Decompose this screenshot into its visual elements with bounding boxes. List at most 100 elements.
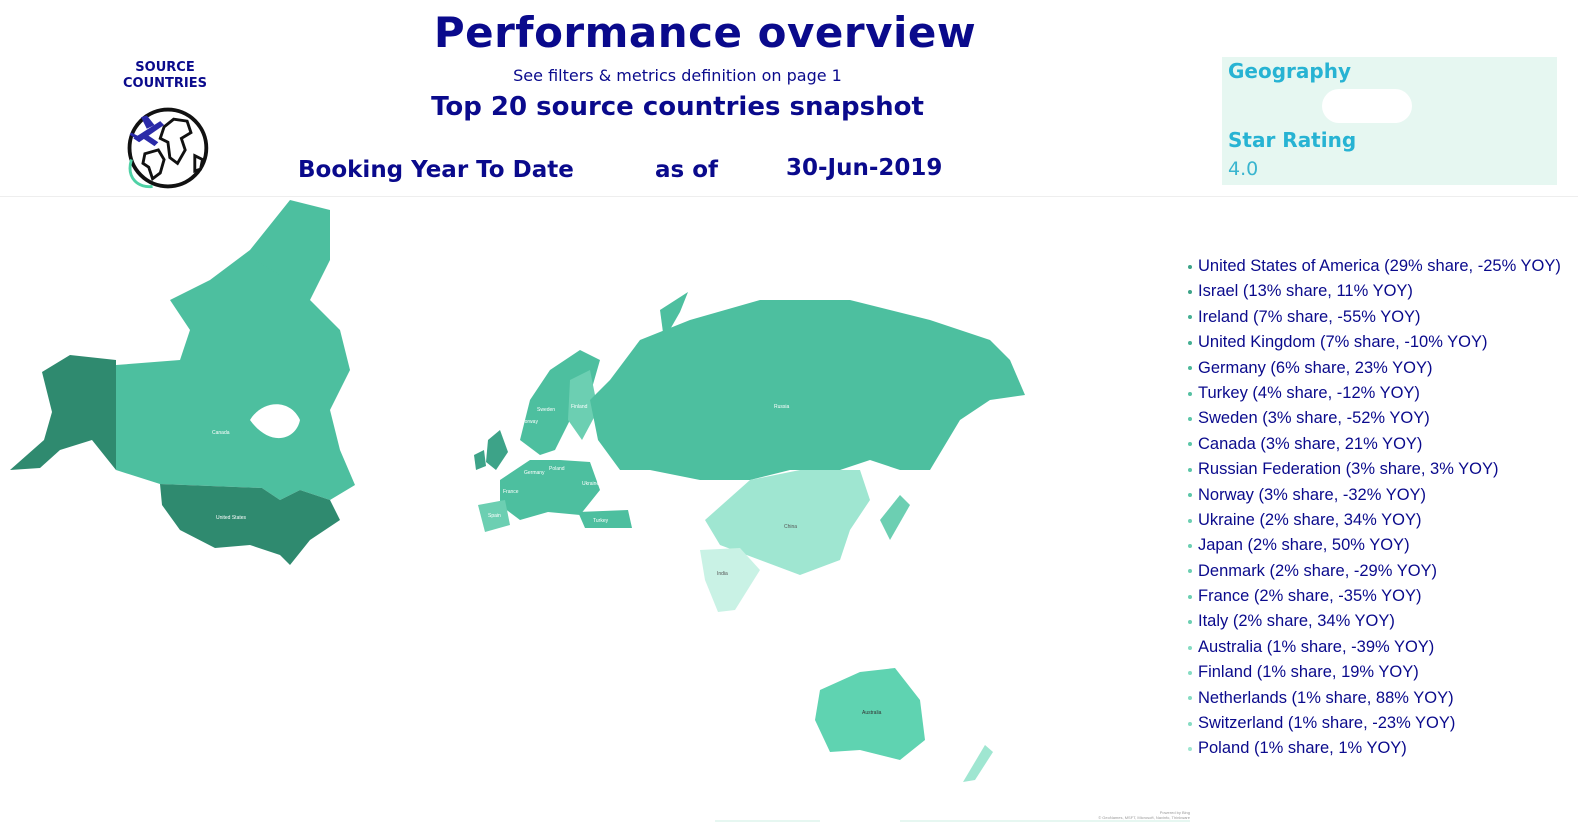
- legend-item: Sweden (3% share, -52% YOY): [1188, 406, 1561, 431]
- legend-text: United Kingdom (7% share, -10% YOY): [1198, 333, 1488, 352]
- region-china: [705, 470, 870, 575]
- filters-panel: Geography Star Rating 4.0: [1222, 57, 1557, 185]
- legend-text: Canada (3% share, 21% YOY): [1198, 434, 1423, 453]
- legend-text: Finland (1% share, 19% YOY): [1198, 663, 1419, 682]
- region-western-europe: [500, 460, 600, 520]
- legend-text: Ireland (7% share, -55% YOY): [1198, 307, 1421, 326]
- legend-text: Norway (3% share, -32% YOY): [1198, 485, 1427, 504]
- legend-text: United States of America (29% share, -25…: [1198, 257, 1561, 275]
- legend-dot-icon: [1188, 543, 1192, 548]
- legend-dot-icon: [1188, 340, 1192, 345]
- legend-dot-icon: [1188, 493, 1192, 498]
- legend-text: France (2% share, -35% YOY): [1198, 587, 1422, 606]
- region-japan: [880, 495, 910, 540]
- legend-dot-icon: [1188, 416, 1192, 421]
- legend-dot-icon: [1188, 391, 1192, 396]
- legend-text: Netherlands (1% share, 88% YOY): [1198, 688, 1454, 707]
- region-new-zealand: [963, 745, 993, 782]
- legend-dot-icon: [1188, 747, 1192, 752]
- legend-dot-icon: [1188, 264, 1192, 269]
- map-credit-line: Powered by Bing: [1159, 810, 1190, 815]
- legend-text: Turkey (4% share, -12% YOY): [1198, 383, 1420, 402]
- star-rating-label: Star Rating: [1228, 128, 1357, 152]
- legend-item: Denmark (2% share, -29% YOY): [1188, 559, 1561, 584]
- legend-item: Canada (3% share, 21% YOY): [1188, 432, 1561, 457]
- region-turkey: [578, 510, 632, 528]
- legend-item: Australia (1% share, -39% YOY): [1188, 635, 1561, 660]
- region-uk: [486, 430, 508, 470]
- country-legend: United States of America (29% share, -25…: [1188, 254, 1561, 762]
- map-label: France: [503, 489, 519, 495]
- as-of-date: 30-Jun-2019: [786, 155, 943, 181]
- map-label: United States: [216, 515, 247, 521]
- legend-dot-icon: [1188, 290, 1192, 295]
- legend-dot-icon: [1188, 315, 1192, 320]
- legend-text: Poland (1% share, 1% YOY): [1198, 739, 1407, 758]
- region-india: [700, 548, 760, 612]
- legend-dot-icon: [1188, 620, 1192, 625]
- legend-dot-icon: [1188, 442, 1192, 447]
- legend-text: Sweden (3% share, -52% YOY): [1198, 409, 1430, 428]
- redaction-blob: [1322, 89, 1412, 123]
- map-label: Canada: [212, 430, 230, 436]
- legend-item: Japan (2% share, 50% YOY): [1188, 533, 1561, 558]
- legend-dot-icon: [1188, 569, 1192, 574]
- legend-dot-icon: [1188, 594, 1192, 599]
- page-title: Performance overview: [433, 8, 977, 57]
- map-label: Spain: [488, 513, 501, 519]
- map-label: Germany: [524, 470, 545, 476]
- region-russia: [590, 300, 1025, 480]
- legend-text: Australia (1% share, -39% YOY): [1198, 637, 1435, 656]
- geography-label: Geography: [1228, 59, 1351, 83]
- legend-dot-icon: [1188, 467, 1192, 472]
- legend-text: Italy (2% share, 34% YOY): [1198, 612, 1395, 631]
- legend-item: Turkey (4% share, -12% YOY): [1188, 381, 1561, 406]
- legend-dot-icon: [1188, 366, 1192, 371]
- legend-text: Switzerland (1% share, -23% YOY): [1198, 714, 1456, 733]
- legend-item: Norway (3% share, -32% YOY): [1188, 483, 1561, 508]
- legend-item: Israel (13% share, 11% YOY): [1188, 279, 1561, 304]
- region-ireland: [474, 450, 486, 470]
- map-credit-line: © GeoNames, MSFT, Microsoft, Navinfo, Th…: [1098, 815, 1190, 820]
- region-spain: [478, 500, 510, 532]
- legend-text: Russian Federation (3% share, 3% YOY): [1198, 460, 1499, 479]
- legend-dot-icon: [1188, 696, 1192, 701]
- snapshot-title: Top 20 source countries snapshot: [431, 92, 924, 122]
- region-australia: [815, 668, 925, 760]
- legend-dot-icon: [1188, 721, 1192, 726]
- map-label: Ukraine: [582, 481, 599, 487]
- source-countries-label: SOURCE COUNTRIES: [123, 60, 207, 91]
- legend-item: Switzerland (1% share, -23% YOY): [1188, 711, 1561, 736]
- legend-item: France (2% share, -35% YOY): [1188, 584, 1561, 609]
- map-label: Norway: [521, 419, 538, 425]
- legend-item: United Kingdom (7% share, -10% YOY): [1188, 330, 1561, 355]
- map-label: Poland: [549, 466, 565, 472]
- airplane-globe-icon: [127, 107, 209, 189]
- legend-text: Israel (13% share, 11% YOY): [1198, 282, 1413, 301]
- region-usa: [160, 484, 340, 565]
- region-alaska: [10, 355, 116, 470]
- footer-bar: [900, 820, 1190, 822]
- legend-item: Italy (2% share, 34% YOY): [1188, 609, 1561, 634]
- legend-item: Finland (1% share, 19% YOY): [1188, 660, 1561, 685]
- legend-item: Russian Federation (3% share, 3% YOY): [1188, 457, 1561, 482]
- legend-item: Poland (1% share, 1% YOY): [1188, 736, 1561, 761]
- map-label: Australia: [862, 710, 882, 716]
- legend-item: Germany (6% share, 23% YOY): [1188, 356, 1561, 381]
- legend-text: Denmark (2% share, -29% YOY): [1198, 561, 1438, 580]
- footer-bar: [715, 820, 820, 822]
- map-label: Russia: [774, 404, 790, 410]
- map-credit: Powered by Bing © GeoNames, MSFT, Micros…: [1060, 810, 1190, 820]
- legend-text: Germany (6% share, 23% YOY): [1198, 358, 1433, 377]
- header-divider: [0, 196, 1578, 197]
- legend-dot-icon: [1188, 670, 1192, 675]
- page-subtitle: See filters & metrics definition on page…: [513, 66, 842, 85]
- legend-text: Ukraine (2% share, 34% YOY): [1198, 510, 1422, 529]
- map-label: India: [717, 571, 728, 577]
- as-of-label: as of: [655, 157, 719, 183]
- legend-item: Ireland (7% share, -55% YOY): [1188, 305, 1561, 330]
- legend-dot-icon: [1188, 645, 1192, 650]
- region-canada: [116, 200, 355, 500]
- legend-text: Japan (2% share, 50% YOY): [1198, 536, 1410, 555]
- legend-item: Ukraine (2% share, 34% YOY): [1188, 508, 1561, 533]
